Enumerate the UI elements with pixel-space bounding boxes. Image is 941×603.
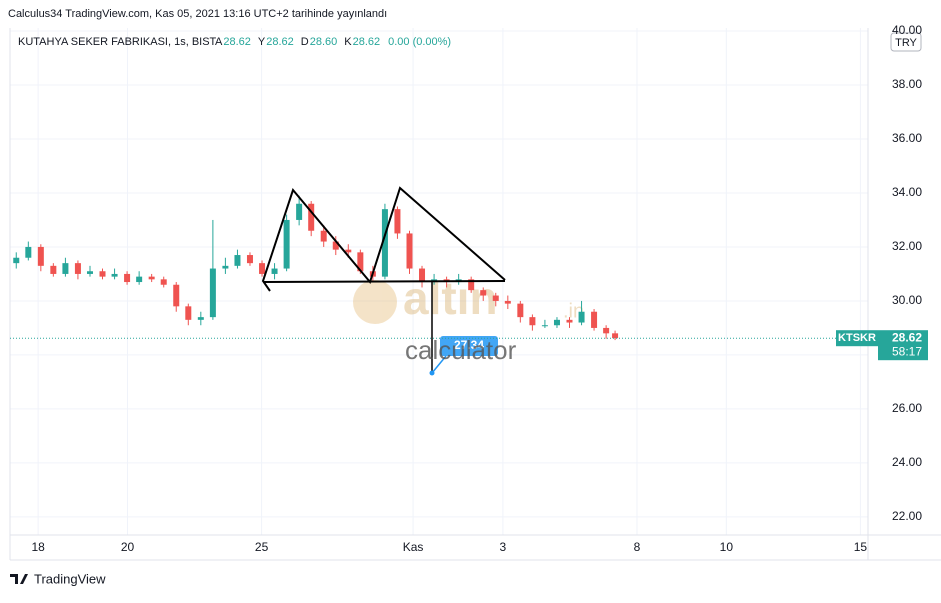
publisher: Calculus34 TradingView.com, Kas 05, 2021… bbox=[8, 8, 387, 20]
candle-body bbox=[603, 327, 610, 334]
watermark-logo bbox=[353, 280, 397, 324]
candle-body bbox=[222, 265, 229, 269]
candle-body bbox=[197, 317, 204, 320]
candle-body bbox=[246, 255, 253, 264]
y-tick-label: 26.00 bbox=[892, 401, 922, 415]
candles bbox=[13, 195, 619, 341]
candle-body bbox=[185, 306, 192, 320]
ticker: KTSKR bbox=[838, 332, 876, 344]
y-tick-label: 30.00 bbox=[892, 293, 922, 307]
candle-body bbox=[553, 319, 560, 326]
candle-body bbox=[381, 209, 388, 277]
callout-box bbox=[440, 336, 498, 356]
x-tick-label: 3 bbox=[500, 540, 507, 554]
legend-value: 28.62 bbox=[223, 36, 251, 48]
candle-body bbox=[504, 300, 511, 304]
candle-body bbox=[296, 203, 303, 220]
x-tick-label: 10 bbox=[720, 540, 734, 554]
candle-body bbox=[357, 252, 364, 272]
legend-label: Y bbox=[258, 36, 266, 48]
x-tick-label: Kas bbox=[403, 540, 424, 554]
candle-body bbox=[271, 268, 278, 274]
candle-body bbox=[283, 219, 290, 269]
candle-body bbox=[345, 249, 352, 253]
y-tick-label: 36.00 bbox=[892, 131, 922, 145]
candle-body bbox=[320, 230, 327, 242]
candle-body bbox=[13, 257, 20, 264]
y-tick-label: 22.00 bbox=[892, 509, 922, 523]
candle-body bbox=[234, 255, 241, 266]
currency: TRY bbox=[895, 37, 917, 49]
callout-text: 27.34 bbox=[454, 338, 484, 352]
y-tick-label: 32.00 bbox=[892, 239, 922, 253]
candle-body bbox=[173, 284, 180, 307]
candle-body bbox=[406, 233, 413, 269]
y-tick-label: 38.00 bbox=[892, 77, 922, 91]
candle-body bbox=[136, 276, 143, 283]
candle-body bbox=[394, 209, 401, 234]
callout-dot bbox=[429, 370, 435, 376]
legend-label: A bbox=[215, 36, 223, 48]
neckline bbox=[262, 280, 506, 283]
symbol: KUTAHYA SEKER FABRIKASI, 1s, BIST bbox=[18, 36, 217, 48]
candle-body bbox=[612, 333, 619, 339]
currency-box bbox=[890, 32, 922, 52]
candle-body bbox=[160, 279, 167, 285]
footer-logo bbox=[10, 574, 28, 584]
candle-body bbox=[578, 311, 585, 323]
candle-body bbox=[308, 203, 315, 231]
callout-pointer bbox=[431, 355, 447, 374]
candle-body bbox=[124, 273, 131, 283]
ticker-box bbox=[836, 330, 878, 347]
ohlc-legend: A 28.62 Y 28.62 D 28.60 K 28.62 0.00 (0.00%) bbox=[215, 36, 451, 48]
candle-body bbox=[566, 319, 573, 323]
candle-body bbox=[517, 303, 524, 318]
candle-body bbox=[468, 279, 475, 291]
candle-body bbox=[492, 295, 499, 301]
candle-body bbox=[37, 246, 44, 266]
x-tick-label: 25 bbox=[255, 540, 269, 554]
legend-value: 28.62 bbox=[266, 36, 294, 48]
candle-body bbox=[148, 276, 155, 280]
watermark-text: calculator bbox=[405, 335, 517, 365]
candle-body bbox=[62, 263, 69, 274]
price-box bbox=[878, 330, 928, 361]
countdown: 58:17 bbox=[892, 344, 922, 358]
legend-value: 0.00 (0.00%) bbox=[388, 36, 451, 48]
y-tick-label: 34.00 bbox=[892, 185, 922, 199]
legend-value: 28.60 bbox=[310, 36, 338, 48]
footer: TradingView bbox=[34, 571, 106, 586]
last-price: 28.62 bbox=[892, 330, 922, 344]
legend-value: 28.62 bbox=[353, 36, 381, 48]
candle-body bbox=[209, 268, 216, 318]
y-tick-label: 40.00 bbox=[892, 23, 922, 37]
candle-body bbox=[332, 241, 339, 250]
candle-body bbox=[74, 263, 81, 274]
y-tick-label: 24.00 bbox=[892, 455, 922, 469]
candle-body bbox=[541, 325, 548, 327]
drawings: 27.34 bbox=[261, 186, 506, 376]
x-tick-label: 18 bbox=[31, 540, 45, 554]
x-tick-label: 8 bbox=[634, 540, 641, 554]
candle-body bbox=[99, 271, 106, 277]
candle-body bbox=[259, 263, 266, 274]
legend-label: K bbox=[344, 36, 352, 48]
candle-body bbox=[25, 246, 32, 258]
candle-body bbox=[591, 311, 598, 328]
candle-body bbox=[480, 290, 487, 296]
candle-body bbox=[111, 273, 118, 277]
candle-body bbox=[419, 268, 426, 283]
candle-body bbox=[50, 265, 57, 274]
legend-label: D bbox=[301, 36, 309, 48]
candle-body bbox=[529, 317, 536, 326]
x-tick-label: 20 bbox=[121, 540, 135, 554]
x-tick-label: 15 bbox=[854, 540, 868, 554]
candle-body bbox=[86, 271, 93, 274]
